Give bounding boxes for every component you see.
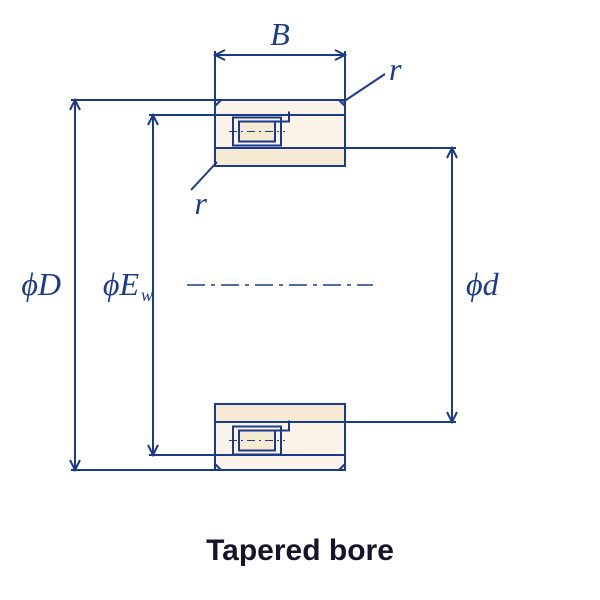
label-r-outer: r	[389, 51, 402, 87]
label-phiD: ϕD	[21, 266, 61, 302]
label-phiEw-sub: w	[141, 285, 153, 305]
r-leader-outer	[343, 74, 385, 102]
inner-ring-top	[215, 148, 345, 166]
label-phiEw: ϕE	[103, 266, 140, 302]
outer-ring-top	[215, 100, 345, 115]
inner-ring-bottom	[215, 404, 345, 422]
label-B: B	[270, 16, 290, 52]
label-r-inner: r	[195, 185, 208, 221]
caption: Tapered bore	[206, 534, 394, 567]
outer-ring-bottom	[215, 455, 345, 470]
label-phid: ϕd	[466, 266, 500, 302]
